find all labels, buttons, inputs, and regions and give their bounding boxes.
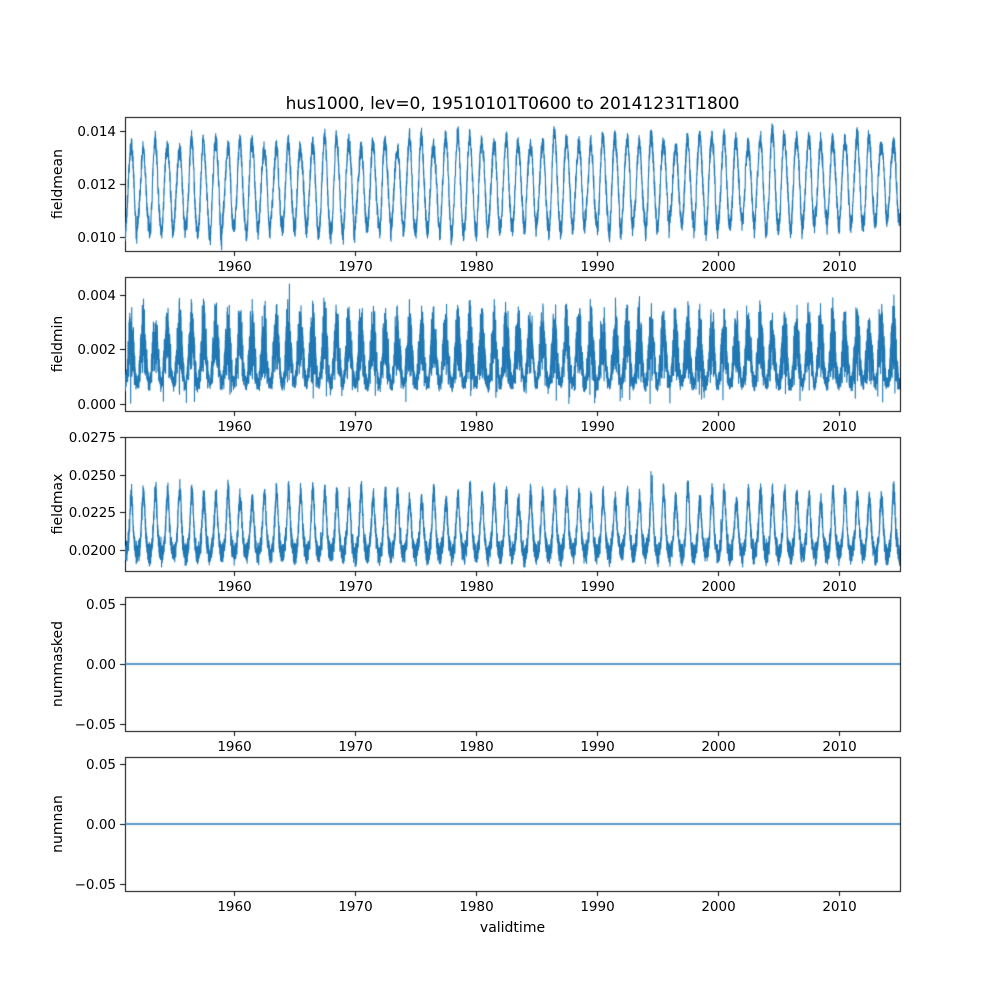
axes-numnan xyxy=(125,757,900,891)
y-axis-label-fieldmean: fieldmean xyxy=(50,149,66,219)
figure-title: hus1000, lev=0, 19510101T0600 to 2014123… xyxy=(285,94,740,114)
axes-fieldmean xyxy=(125,117,900,251)
y-axis-label-fieldmax: fieldmax xyxy=(50,473,66,535)
y-axis-label-nummasked: nummasked xyxy=(50,620,66,708)
axes-nummasked xyxy=(125,597,900,731)
x-axis-label: validtime xyxy=(479,920,546,936)
y-axis-label-fieldmin: fieldmin xyxy=(50,315,66,373)
y-axis-label-numnan: numnan xyxy=(50,795,66,853)
axes-fieldmax xyxy=(125,437,900,571)
axes-fieldmin xyxy=(125,277,900,411)
